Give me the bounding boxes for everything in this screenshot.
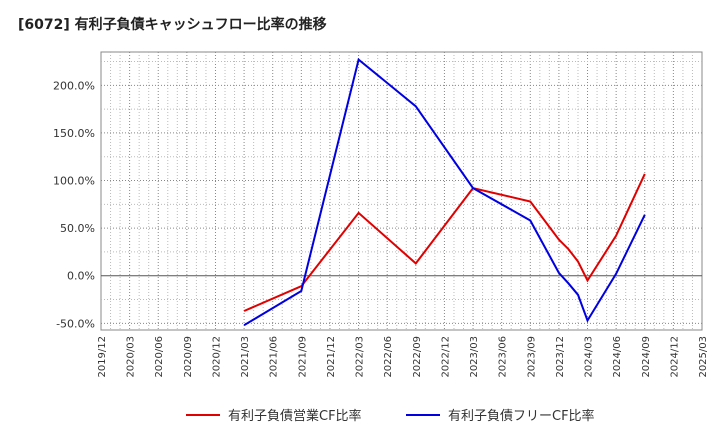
series-line-2	[243, 57, 646, 327]
x-tick-label: 2020/03	[126, 336, 137, 378]
x-tick-label: 2019/12	[97, 336, 108, 378]
x-tick-label: 2023/09	[526, 336, 537, 378]
x-tick-label: 2023/03	[469, 336, 480, 378]
x-tick-label: 2022/03	[355, 336, 366, 378]
x-tick-label: 2022/12	[440, 336, 451, 378]
x-tick-label: 2020/09	[183, 336, 194, 378]
x-tick-label: 2025/03	[698, 336, 709, 378]
chart-title: [6072] 有利子負債キャッシュフロー比率の推移	[18, 17, 327, 33]
legend-label-1: 有利子負債営業CF比率	[228, 408, 362, 424]
x-tick-label: 2023/12	[555, 336, 566, 378]
x-tick-label: 2024/09	[641, 336, 652, 378]
y-tick-label: 100.0%	[53, 175, 95, 188]
x-tick-label: 2020/06	[154, 336, 165, 378]
x-tick-label: 2024/03	[584, 336, 595, 378]
x-tick-label: 2020/12	[211, 336, 222, 378]
x-tick-label: 2021/06	[269, 336, 280, 378]
x-tick-label: 2022/09	[412, 336, 423, 378]
x-tick-label: 2022/06	[383, 336, 394, 378]
x-tick-label: 2021/09	[297, 336, 308, 378]
legend-label-2: 有利子負債フリーCF比率	[448, 408, 595, 424]
y-tick-label: 200.0%	[53, 79, 95, 92]
y-tick-label: 50.0%	[60, 222, 95, 235]
y-tick-label: 0.0%	[67, 270, 95, 283]
x-tick-label: 2024/12	[669, 336, 680, 378]
y-tick-label: -50.0%	[56, 317, 95, 330]
x-tick-label: 2023/06	[498, 336, 509, 378]
x-tick-label: 2024/06	[612, 336, 623, 378]
y-tick-label: 150.0%	[53, 127, 95, 140]
x-tick-label: 2021/12	[326, 336, 337, 378]
series-line-1	[243, 173, 646, 312]
x-tick-label: 2021/03	[240, 336, 251, 378]
